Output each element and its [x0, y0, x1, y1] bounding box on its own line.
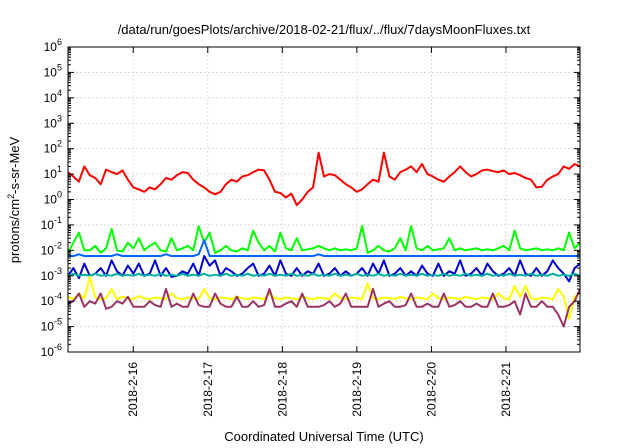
series-line-3 [68, 239, 580, 257]
y-tick-label: 10-4 [41, 291, 62, 308]
y-tick-label: 101 [44, 164, 62, 181]
series-line-4 [67, 255, 581, 283]
y-tick-label: 10-5 [41, 317, 62, 334]
x-tick-label: 2018-2-19 [350, 362, 364, 417]
series-line-6 [67, 275, 581, 320]
y-tick-label: 10-3 [41, 266, 62, 283]
y-tick-label: 100 [44, 190, 62, 207]
y-tick-label: 106 [44, 37, 62, 54]
y-tick-label: 102 [44, 139, 62, 156]
x-tick-label: 2018-2-18 [275, 362, 289, 417]
y-tick-label: 103 [44, 113, 62, 130]
y-tick-label: 105 [44, 62, 62, 79]
x-tick-label: 2018-2-17 [201, 362, 215, 417]
y-tick-label: 10-2 [41, 240, 62, 257]
x-axis-label: Coordinated Universal Time (UTC) [224, 429, 423, 444]
y-tick-label: 10-6 [41, 342, 62, 359]
y-axis-label: protons/cm2-s-sr-MeV [6, 136, 22, 263]
x-tick-label: 2018-2-21 [499, 362, 513, 417]
series-line-7 [67, 288, 581, 328]
series-line-2 [67, 225, 581, 254]
y-axis: 10-6 10-5 10-4 10-3 10-2 10-1 100 101 102 103 104 1… [41, 37, 580, 359]
y-tick-label: 104 [44, 88, 62, 105]
x-axis: 2018-2-16 2018-2-17 2018-2-18 2018-2-19 2018… [126, 47, 513, 417]
series-layer [67, 151, 581, 328]
y-tick-label: 10-1 [41, 215, 62, 232]
series-line-1 [67, 151, 581, 207]
chart-title: /data/run/goesPlots/archive/2018-02-21/f… [118, 22, 531, 37]
x-tick-label: 2018-2-20 [424, 362, 438, 417]
x-tick-label: 2018-2-16 [126, 362, 140, 417]
series-line-5 [67, 272, 581, 277]
